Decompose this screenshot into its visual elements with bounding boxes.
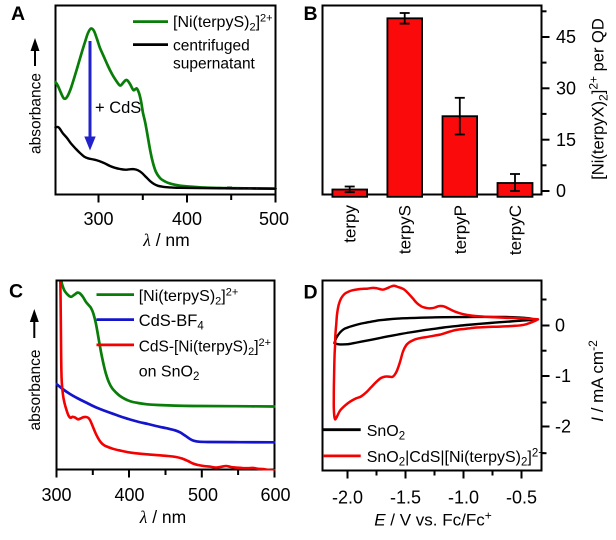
svg-text:500: 500 bbox=[259, 209, 289, 229]
svg-text:0: 0 bbox=[555, 316, 565, 336]
svg-text:λ / nm: λ / nm bbox=[139, 507, 187, 527]
svg-text:500: 500 bbox=[188, 485, 218, 505]
svg-text:-1.0: -1.0 bbox=[448, 488, 479, 508]
svg-text:CdS-[Ni(terpyS)2]2+: CdS-[Ni(terpyS)2]2+ bbox=[139, 337, 271, 358]
svg-text:C: C bbox=[9, 281, 23, 303]
svg-text:-0.5: -0.5 bbox=[506, 488, 537, 508]
svg-text:CdS-BF4: CdS-BF4 bbox=[139, 312, 205, 333]
svg-text:terpy: terpy bbox=[341, 205, 360, 243]
svg-text:on SnO2: on SnO2 bbox=[139, 364, 200, 384]
svg-text:45: 45 bbox=[556, 27, 576, 47]
svg-text:400: 400 bbox=[172, 209, 202, 229]
svg-text:-1.5: -1.5 bbox=[390, 488, 421, 508]
svg-text:30: 30 bbox=[556, 79, 576, 99]
svg-text:[Ni(terpyS)2]2+: [Ni(terpyS)2]2+ bbox=[173, 13, 273, 34]
svg-text:absorbance: absorbance bbox=[28, 73, 45, 154]
svg-text:SnO2: SnO2 bbox=[367, 423, 405, 443]
svg-text:I / mA cm-2: I / mA cm-2 bbox=[586, 340, 607, 422]
svg-text:300: 300 bbox=[83, 209, 113, 229]
svg-text:absorbance: absorbance bbox=[27, 349, 44, 430]
svg-text:+ CdS: + CdS bbox=[95, 99, 141, 117]
svg-text:300: 300 bbox=[41, 485, 71, 505]
svg-text:A: A bbox=[11, 3, 25, 25]
svg-text:[Ni(terpyS)2]2+: [Ni(terpyS)2]2+ bbox=[139, 287, 239, 308]
svg-text:-2: -2 bbox=[555, 417, 571, 437]
svg-text:supernatant: supernatant bbox=[173, 56, 256, 73]
svg-text:15: 15 bbox=[556, 130, 576, 150]
svg-text:terpyC: terpyC bbox=[506, 205, 525, 255]
svg-text:D: D bbox=[304, 282, 318, 304]
svg-text:600: 600 bbox=[260, 485, 290, 505]
svg-text:-1: -1 bbox=[555, 366, 571, 386]
svg-text:E / V vs. Fc/Fc+: E / V vs. Fc/Fc+ bbox=[374, 509, 492, 530]
svg-text:SnO2|CdS|[Ni(terpyS)2]2+: SnO2|CdS|[Ni(terpyS)2]2+ bbox=[367, 448, 546, 469]
svg-text:0: 0 bbox=[556, 181, 566, 201]
svg-text:terpyS: terpyS bbox=[396, 205, 415, 254]
svg-text:λ / nm: λ / nm bbox=[142, 230, 190, 250]
svg-text:centrifuged: centrifuged bbox=[173, 38, 250, 55]
svg-text:terpyP: terpyP bbox=[451, 205, 470, 254]
svg-text:-2.0: -2.0 bbox=[332, 488, 363, 508]
svg-text:B: B bbox=[304, 3, 318, 25]
svg-text:400: 400 bbox=[114, 485, 144, 505]
